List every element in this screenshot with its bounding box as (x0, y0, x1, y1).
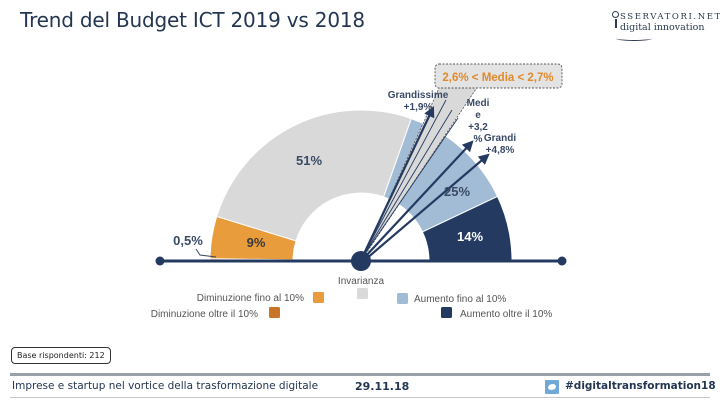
footer-hashtag[interactable]: #digitaltransformation18 (565, 380, 716, 392)
segment-label: 9% (247, 235, 266, 250)
legend-label: Diminuzione oltre il 10% (151, 309, 258, 320)
pointer-label: Grandi +4,8% (484, 133, 516, 156)
legend-swatch (441, 307, 452, 318)
segment-label: 0,5% (173, 233, 203, 248)
twitter-icon[interactable] (545, 380, 559, 394)
gauge-segment (216, 109, 412, 242)
logo-swoosh (616, 36, 652, 41)
pointer-guide-line (361, 109, 453, 259)
segment-label: 51% (296, 153, 322, 168)
footer-event: Imprese e startup nel vortice della tras… (12, 380, 319, 392)
axis-right-dot (557, 256, 567, 266)
footer-divider-top (10, 373, 710, 376)
axis-left-dot (155, 256, 165, 266)
pointer-label: Grandissime +1,9% (388, 90, 449, 113)
average-label: 2,6% < Media < 2,7% (442, 72, 553, 84)
legend-swatch (357, 288, 368, 299)
logo-subtext: digital innovation (620, 22, 705, 33)
pin-icon (612, 11, 619, 18)
pointer-guide-line (361, 99, 447, 259)
legend-swatch (269, 307, 280, 318)
pointer-arrow-medie (363, 140, 474, 259)
legend-label: Diminuzione fino al 10% (197, 293, 304, 304)
logo-text: SSERVATORI.NET (620, 12, 720, 22)
leader-line (195, 248, 217, 258)
pin-stem (615, 19, 617, 28)
legend-swatch (397, 293, 408, 304)
average-box (434, 63, 563, 89)
segment-label: 25% (444, 184, 470, 199)
pointer-arrow-grandi (365, 153, 490, 260)
pointer-guide-line (361, 117, 459, 259)
page-title: Trend del Budget ICT 2019 vs 2018 (20, 8, 365, 32)
gauge-chart: 0,5% 9% 51% 25% 14% Grandissime +1,9% Medi e +3,… (151, 63, 567, 320)
pointer-label: Medi e +3,2% (467, 98, 490, 145)
segment-label: 14% (457, 229, 483, 244)
legend-label: Aumento oltre il 10% (460, 309, 552, 320)
footer-date: 29.11.18 (355, 380, 410, 393)
osservatori-logo: SSERVATORI.NET digital innovation (612, 10, 720, 44)
pointer-arrow-grandissime (361, 106, 435, 259)
gauge-hub (351, 251, 371, 271)
base-respondents: Base rispondenti: 212 (11, 347, 111, 364)
legend-label: Aumento fino al 10% (414, 294, 506, 305)
legend-swatch (313, 292, 324, 303)
footer-divider-bottom (10, 397, 710, 398)
center-label: Invarianza (338, 276, 385, 287)
